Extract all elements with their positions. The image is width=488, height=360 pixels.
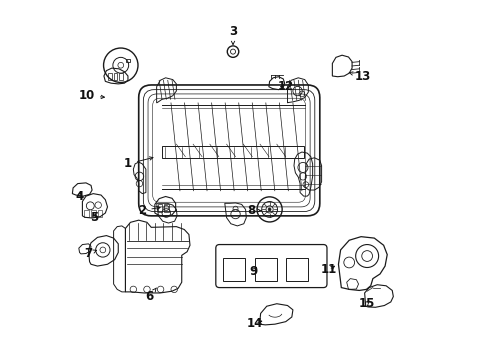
Text: 3: 3 — [228, 25, 237, 45]
Text: 2: 2 — [138, 204, 160, 217]
Bar — [285, 258, 308, 281]
Bar — [84, 211, 89, 217]
Bar — [113, 73, 117, 80]
Text: 15: 15 — [358, 297, 374, 310]
Text: 12: 12 — [277, 80, 293, 93]
Bar — [108, 73, 112, 80]
Text: 8: 8 — [247, 204, 261, 217]
Text: 13: 13 — [348, 69, 370, 82]
Text: 5: 5 — [90, 211, 98, 224]
Bar — [91, 211, 96, 217]
Text: 10: 10 — [79, 89, 104, 102]
Bar — [98, 211, 102, 217]
Bar — [164, 204, 168, 212]
Text: 4: 4 — [75, 190, 83, 203]
Text: 14: 14 — [246, 317, 263, 330]
Text: 9: 9 — [249, 265, 257, 278]
Text: 11: 11 — [320, 263, 336, 276]
Text: 1: 1 — [123, 157, 153, 170]
Circle shape — [267, 208, 270, 211]
Bar — [162, 146, 303, 158]
Bar — [254, 258, 276, 281]
Bar — [223, 258, 244, 281]
Bar — [119, 73, 122, 80]
Bar — [158, 204, 162, 212]
Text: 7: 7 — [84, 247, 96, 260]
Text: 6: 6 — [145, 288, 156, 303]
Bar — [126, 59, 129, 62]
